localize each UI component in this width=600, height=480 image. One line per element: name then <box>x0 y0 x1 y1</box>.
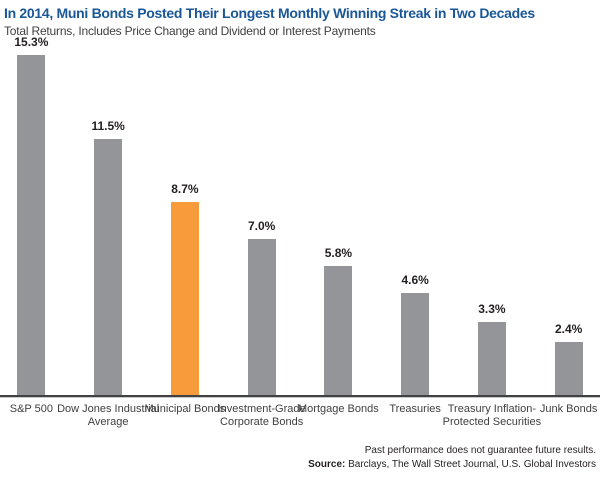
bar-s-p-500 <box>17 55 46 395</box>
bar-dow-jones-industrial-average <box>94 139 123 395</box>
bar-investment-grade-corporate-bonds <box>247 239 276 395</box>
bar-junk-bonds <box>554 341 583 395</box>
category-label-text: Municipal Bonds <box>144 403 226 415</box>
value-label: 15.3% <box>14 35 49 49</box>
bar-mortgage-bonds <box>324 266 353 395</box>
chart-subtitle: Total Returns, Includes Price Change and… <box>4 24 376 38</box>
category-label-text: Junk Bonds <box>539 403 598 415</box>
category-label-treasuries: Treasuries <box>377 403 454 450</box>
category-label-text: Investment-Grade Corporate Bonds <box>217 403 306 428</box>
chart-header: In 2014, Muni Bonds Posted Their Longest… <box>0 0 600 38</box>
source-text: Barclays, The Wall Street Journal, U.S. … <box>345 459 596 470</box>
category-label-s-p-500: S&P 500 <box>0 403 70 450</box>
chart-footer: Past performance does not guarantee futu… <box>308 444 596 472</box>
bar-column-municipal-bonds: 8.7% <box>147 182 224 395</box>
bar-column-junk-bonds: 2.4% <box>530 322 600 395</box>
category-label-mortgage-bonds: Mortgage Bonds <box>298 403 379 450</box>
value-label: 8.7% <box>171 181 199 196</box>
bar-column-treasuries: 4.6% <box>377 273 454 395</box>
value-label: 3.3% <box>478 301 506 316</box>
category-label-investment-grade-corporate-bonds: Investment-Grade Corporate Bonds <box>218 403 306 450</box>
bar-column-s-p-500: 15.3% <box>0 35 70 395</box>
bar-treasury-inflation-protected-securities <box>477 321 506 395</box>
bar-column-dow-jones-industrial-average: 11.5% <box>70 119 147 395</box>
source-line: Source: Barclays, The Wall Street Journa… <box>308 458 596 472</box>
category-label-municipal-bonds: Municipal Bonds <box>145 403 226 450</box>
bar-column-investment-grade-corporate-bonds: 7.0% <box>223 219 300 395</box>
disclaimer-text: Past performance does not guarantee futu… <box>364 445 596 456</box>
bar-chart: 15.3% 11.5% 8.7% 7.0% 5.8% 4.6% 3.3% 2.4% S&P 5… <box>0 35 600 450</box>
value-label: 7.0% <box>247 219 276 234</box>
category-label-text: Dow Jones Industrial Average <box>57 403 160 428</box>
bar-column-treasury-inflation-protected-securities: 3.3% <box>454 302 531 395</box>
category-label-text: Mortgage Bonds <box>298 403 379 415</box>
x-axis-labels: S&P 500 Dow Jones Industrial Average Munic… <box>0 403 600 450</box>
value-label: 2.4% <box>554 321 583 336</box>
bar-treasuries <box>401 292 430 395</box>
category-label-treasury-inflation-protected-securities: Treasury Inflation-Protected Securities <box>443 403 541 450</box>
bar-municipal-bonds <box>170 201 199 395</box>
category-label-text: Treasuries <box>389 403 441 415</box>
value-label: 4.6% <box>401 272 429 287</box>
category-label-dow-jones-industrial-average: Dow Jones Industrial Average <box>57 403 159 450</box>
chart-title: In 2014, Muni Bonds Posted Their Longest… <box>4 5 535 21</box>
source-label: Source: <box>308 459 346 470</box>
value-label: 11.5% <box>91 119 125 134</box>
category-label-junk-bonds: Junk Bonds <box>530 403 600 450</box>
plot-area: 15.3% 11.5% 8.7% 7.0% 5.8% 4.6% 3.3% 2.4% <box>0 35 600 395</box>
x-axis-line-shadow <box>0 397 600 398</box>
category-label-text: Treasury Inflation-Protected Securities <box>442 403 542 428</box>
x-axis-line <box>0 395 600 397</box>
bar-column-mortgage-bonds: 5.8% <box>300 246 377 395</box>
category-label-text: S&P 500 <box>9 403 53 415</box>
value-label: 5.8% <box>324 246 353 261</box>
